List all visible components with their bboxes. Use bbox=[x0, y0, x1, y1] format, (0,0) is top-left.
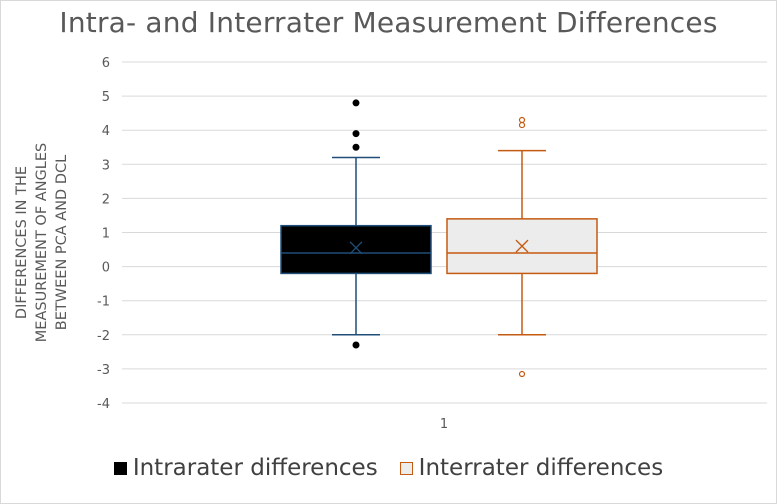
outlier-point bbox=[518, 121, 526, 129]
legend-item-intrarater: Intrarater differences bbox=[113, 455, 378, 481]
y-axis-title-line: DIFFERENCES IN THE bbox=[14, 166, 30, 319]
mean-marker bbox=[515, 239, 529, 253]
y-tick-label: 0 bbox=[102, 261, 110, 276]
y-tick-label: -2 bbox=[97, 329, 110, 344]
y-axis-title-line: MEASUREMENT OF ANGLES bbox=[34, 143, 50, 342]
outlier-point bbox=[518, 370, 526, 378]
legend-label-interrater: Interrater differences bbox=[418, 455, 664, 481]
legend-item-interrater: Interrater differences bbox=[399, 455, 664, 481]
y-tick-label: 3 bbox=[102, 158, 110, 173]
y-tick-label: 6 bbox=[102, 56, 110, 71]
outlier-point bbox=[352, 143, 360, 151]
legend: Intrarater differences Interrater differ… bbox=[0, 455, 777, 481]
legend-swatch-intrarater bbox=[113, 461, 127, 475]
y-tick-label: 2 bbox=[102, 192, 110, 207]
outlier-point bbox=[518, 116, 526, 124]
x-tick-label: 1 bbox=[440, 417, 448, 432]
chart-title: Intra- and Interrater Measurement Differ… bbox=[59, 6, 718, 39]
legend-swatch-interrater bbox=[399, 461, 413, 475]
outlier-point bbox=[352, 130, 360, 138]
mean-marker bbox=[349, 241, 363, 255]
outlier-point bbox=[352, 99, 360, 107]
outlier-point bbox=[352, 341, 360, 349]
y-tick-label: 5 bbox=[102, 90, 110, 105]
y-tick-label: -4 bbox=[97, 397, 110, 412]
y-tick-label: -3 bbox=[97, 363, 110, 378]
y-tick-label: -1 bbox=[97, 295, 110, 310]
y-axis-title-line: BETWEEN PCA AND DCL bbox=[54, 155, 70, 330]
box-iqr bbox=[280, 224, 432, 275]
y-tick-label: 1 bbox=[102, 227, 110, 242]
y-tick-label: 4 bbox=[102, 124, 110, 139]
legend-label-intrarater: Intrarater differences bbox=[132, 455, 378, 481]
